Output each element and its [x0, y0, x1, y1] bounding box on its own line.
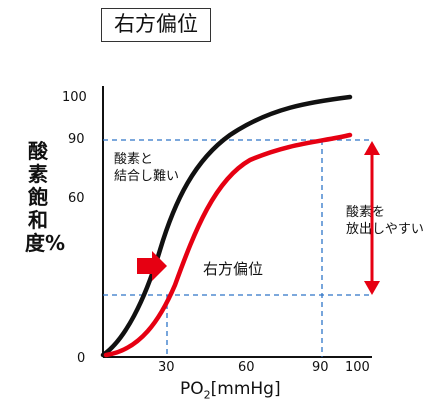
note-easy-to-release: 酸素を 放出しやすい — [346, 204, 424, 238]
y-axis-label: 酸素飽和度% — [25, 139, 66, 255]
note-hard-to-bind-line-1: 酸素と — [114, 152, 154, 167]
y-tick-100: 100 — [62, 90, 87, 105]
shift-label: 右方偏位 — [203, 260, 264, 278]
note-easy-to-release-line-2: 放出しやすい — [346, 222, 424, 237]
note-easy-to-release-line-1: 酸素を — [346, 205, 386, 220]
x-axis-label-sub: 2 — [203, 388, 211, 402]
page-title: 右方偏位 — [101, 8, 211, 42]
y-tick-60: 60 — [68, 191, 85, 206]
right-shifted-curve — [103, 132, 353, 358]
double-arrow-icon — [364, 141, 380, 295]
x-axis-label-tail: [mmHg] — [210, 379, 281, 399]
x-tick-100: 100 — [345, 360, 370, 375]
y-tick-90: 90 — [68, 132, 85, 147]
normal-curve — [100, 94, 353, 358]
y-tick-0: 0 — [77, 351, 86, 366]
x-tick-30: 30 — [158, 360, 175, 375]
x-tick-60: 60 — [238, 360, 255, 375]
note-hard-to-bind: 酸素と 結合し難い — [114, 151, 179, 185]
x-tick-90: 90 — [312, 360, 329, 375]
x-axis-label: PO2[mmHg] — [180, 379, 281, 401]
shift-arrow-icon — [137, 251, 167, 281]
x-axis-label-main: PO — [180, 379, 204, 399]
note-hard-to-bind-line-2: 結合し難い — [114, 169, 180, 184]
